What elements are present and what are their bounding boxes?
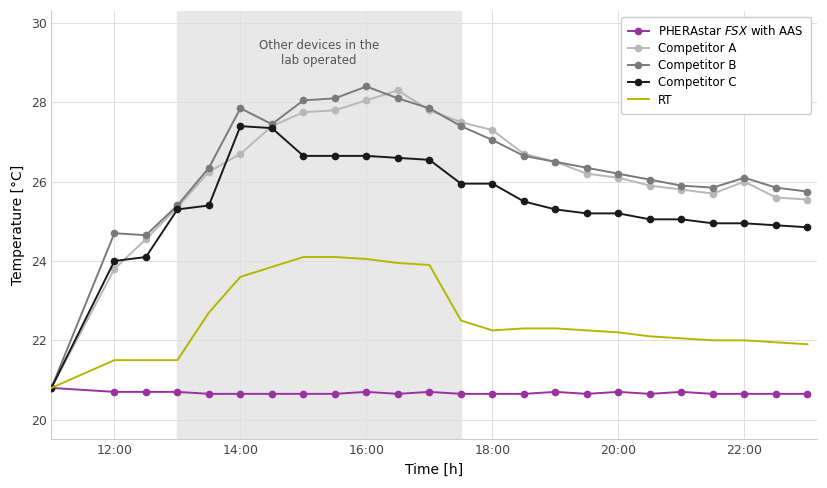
Legend: PHERAstar $\it{FSX}$ with AAS, Competitor A, Competitor B, Competitor C, RT: PHERAstar $\it{FSX}$ with AAS, Competito… xyxy=(620,17,810,114)
Text: Other devices in the
lab operated: Other devices in the lab operated xyxy=(259,39,379,67)
Bar xyxy=(177,11,461,440)
Y-axis label: Temperature [°C]: Temperature [°C] xyxy=(11,165,25,285)
X-axis label: Time [h]: Time [h] xyxy=(404,463,462,477)
